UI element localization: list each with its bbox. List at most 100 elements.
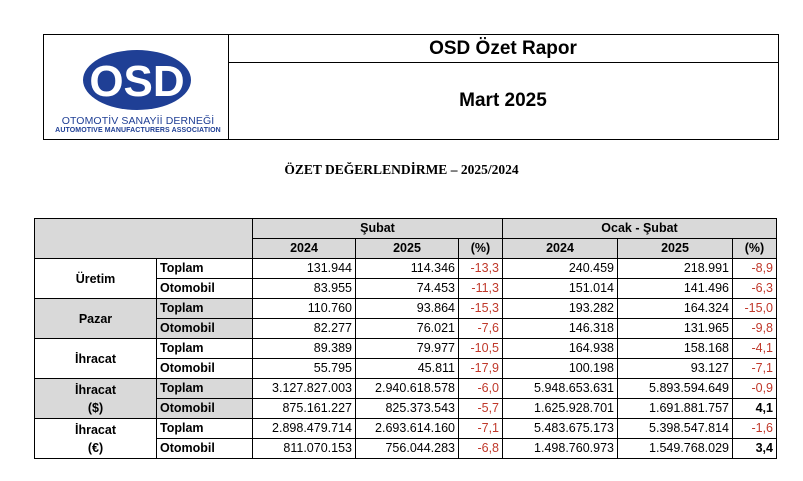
percent-change-cell: -1,6 [732, 418, 777, 439]
percent-change-cell: -7,1 [732, 358, 777, 379]
row-category: İhracat (€) [34, 418, 157, 459]
value-cell: 2.940.618.578 [355, 378, 459, 399]
percent-change-cell: -15,3 [458, 298, 503, 319]
group-header-subat: Şubat [252, 218, 503, 239]
osd-logo-icon: OSD [83, 50, 191, 110]
value-cell: 1.691.881.757 [617, 398, 733, 419]
row-subcategory: Otomobil [156, 438, 253, 459]
value-cell: 2.898.479.714 [252, 418, 356, 439]
value-cell: 240.459 [502, 258, 618, 279]
logo-cell: OSD OTOMOTİV SANAYİİ DERNEĞİ AUTOMOTIVE … [44, 35, 229, 139]
value-cell: 756.044.283 [355, 438, 459, 459]
column-header: 2025 [617, 238, 733, 259]
percent-change-cell: -8,9 [732, 258, 777, 279]
value-cell: 158.168 [617, 338, 733, 359]
column-header: 2024 [502, 238, 618, 259]
column-header: (%) [458, 238, 503, 259]
percent-change-cell: -17,9 [458, 358, 503, 379]
percent-change-cell: 3,4 [732, 438, 777, 459]
percent-change-cell: -6,0 [458, 378, 503, 399]
percent-change-cell: -13,3 [458, 258, 503, 279]
table-row: Otomobil 55.795 45.811 -17,9 100.198 93.127 -7… [35, 358, 777, 379]
row-subcategory: Otomobil [156, 318, 253, 339]
percent-change-cell: -7,1 [458, 418, 503, 439]
percent-change-cell: -7,6 [458, 318, 503, 339]
percent-change-cell: -5,7 [458, 398, 503, 419]
table-row: Otomobil 811.070.153 756.044.283 -6,8 1.498.… [35, 438, 777, 459]
row-subcategory: Toplam [156, 298, 253, 319]
row-subcategory: Toplam [156, 418, 253, 439]
row-subcategory: Otomobil [156, 358, 253, 379]
percent-change-cell: -6,8 [458, 438, 503, 459]
value-cell: 76.021 [355, 318, 459, 339]
table-row: Pazar Toplam 110.760 93.864 -15,3 193.282 164.… [34, 298, 777, 339]
column-header: 2025 [355, 238, 459, 259]
row-category-unit: ($) [87, 400, 104, 415]
value-cell: 5.398.547.814 [617, 418, 733, 439]
table-row: İhracat ($) Toplam 3.127.827.003 2.940.618.5… [34, 378, 777, 419]
row-subcategory: Otomobil [156, 278, 253, 299]
row-category-label: İhracat [75, 422, 116, 437]
value-cell: 3.127.827.003 [252, 378, 356, 399]
row-category-unit: (€) [87, 440, 104, 455]
table-row: Otomobil 83.955 74.453 -11,3 151.014 141.496-… [35, 278, 777, 299]
value-cell: 151.014 [502, 278, 618, 299]
table-row: Otomobil 875.161.227 825.373.543 -5,7 1.625.… [35, 398, 777, 419]
summary-table: Şubat Ocak - Şubat 2024 2025 (%) 2024 2025 (%) Ü… [34, 218, 777, 459]
value-cell: 5.483.675.173 [502, 418, 618, 439]
table-row: İhracat (€) Toplam 2.898.479.714 2.693.614.1… [34, 418, 777, 459]
value-cell: 79.977 [355, 338, 459, 359]
report-period: Mart 2025 [459, 89, 547, 111]
value-cell: 164.938 [502, 338, 618, 359]
percent-change-cell: -11,3 [458, 278, 503, 299]
row-subcategory: Toplam [156, 338, 253, 359]
value-cell: 110.760 [252, 298, 356, 319]
value-cell: 93.127 [617, 358, 733, 379]
report-title: OSD Özet Rapor [228, 35, 778, 63]
column-header-row: 2024 2025 (%) 2024 2025 (%) [35, 238, 777, 259]
value-cell: 83.955 [252, 278, 356, 299]
value-cell: 1.498.760.973 [502, 438, 618, 459]
row-category-label: Pazar [78, 311, 113, 326]
percent-change-cell: -0,9 [732, 378, 777, 399]
logo-line1: OTOMOTİV SANAYİİ DERNEĞİ [61, 115, 215, 127]
logo-text: OSD [89, 57, 184, 106]
group-header-row: Şubat Ocak - Şubat [34, 218, 777, 259]
percent-change-cell: -10,5 [458, 338, 503, 359]
value-cell: 141.496 [617, 278, 733, 299]
value-cell: 811.070.153 [252, 438, 356, 459]
value-cell: 1.549.768.029 [617, 438, 733, 459]
corner-cell [34, 218, 253, 259]
value-cell: 164.324 [617, 298, 733, 319]
section-title: ÖZET DEĞERLENDİRME – 2025/2024 [284, 162, 519, 177]
value-cell: 825.373.543 [355, 398, 459, 419]
logo-line2: AUTOMOTIVE MANUFACTURERS ASSOCIATION [55, 127, 221, 134]
value-cell: 93.864 [355, 298, 459, 319]
row-subcategory: Toplam [156, 258, 253, 279]
value-cell: 1.625.928.701 [502, 398, 618, 419]
value-cell: 5.948.653.631 [502, 378, 618, 399]
percent-change-cell: -15,0 [732, 298, 777, 319]
value-cell: 2.693.614.160 [355, 418, 459, 439]
table-row: Üretim Toplam 131.944 114.346 -13,3 240.459 21… [34, 258, 777, 299]
value-cell: 131.944 [252, 258, 356, 279]
row-category-label: İhracat [75, 382, 116, 397]
value-cell: 89.389 [252, 338, 356, 359]
table-row: İhracat Toplam 89.389 79.977 -10,5 164.938 158… [34, 338, 777, 379]
value-cell: 218.991 [617, 258, 733, 279]
row-category: İhracat ($) [34, 378, 157, 419]
percent-change-cell: 4,1 [732, 398, 777, 419]
value-cell: 193.282 [502, 298, 618, 319]
value-cell: 131.965 [617, 318, 733, 339]
value-cell: 45.811 [355, 358, 459, 379]
value-cell: 875.161.227 [252, 398, 356, 419]
row-category-label: Üretim [75, 271, 116, 286]
percent-change-cell: -9,8 [732, 318, 777, 339]
percent-change-cell: -4,1 [732, 338, 777, 359]
value-cell: 82.277 [252, 318, 356, 339]
row-subcategory: Toplam [156, 378, 253, 399]
value-cell: 146.318 [502, 318, 618, 339]
value-cell: 100.198 [502, 358, 618, 379]
row-category: Üretim [34, 258, 157, 299]
percent-change-cell: -6,3 [732, 278, 777, 299]
